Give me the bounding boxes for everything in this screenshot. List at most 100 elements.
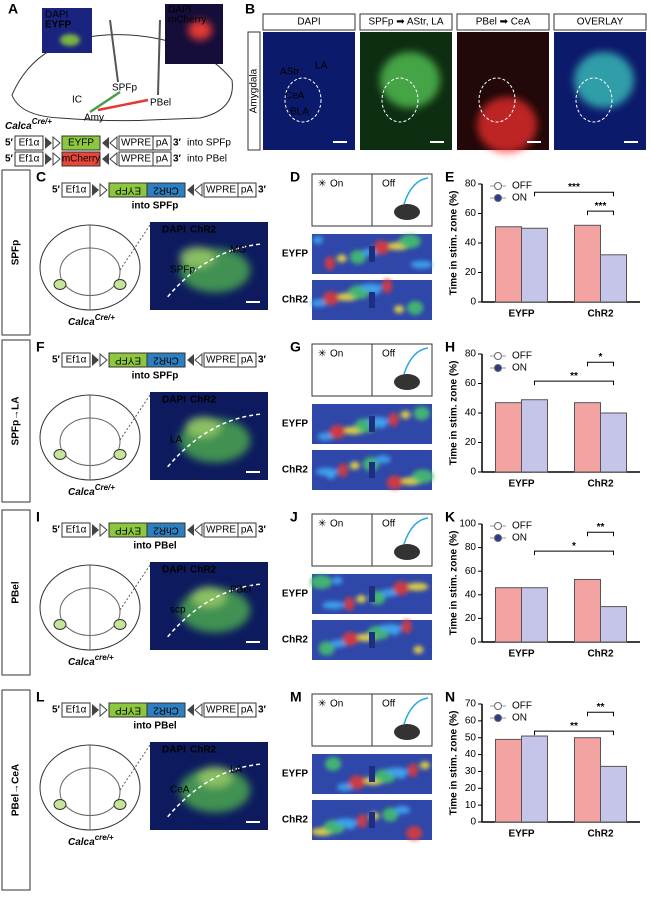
heatmap-blobs xyxy=(313,234,433,271)
heat-blob xyxy=(349,461,360,470)
loxp xyxy=(92,524,99,536)
lox2272 xyxy=(194,702,203,718)
lox2272 xyxy=(194,352,203,368)
legend-marker xyxy=(494,702,502,710)
gene-box xyxy=(146,702,186,718)
heat-blob xyxy=(382,279,393,293)
loxp xyxy=(45,153,52,165)
legend-label: OFF xyxy=(512,701,532,712)
wpre: WPRE xyxy=(206,185,236,196)
optic-fiber xyxy=(403,517,429,545)
legend-marker xyxy=(494,352,502,360)
bar xyxy=(600,412,627,473)
heat-divider xyxy=(369,632,375,648)
mouse-name: Calca xyxy=(68,657,95,668)
heat-blob xyxy=(318,641,335,656)
group-label: EYFP xyxy=(282,419,308,430)
zone-label: On xyxy=(330,179,343,190)
significance-label: ** xyxy=(570,721,578,732)
zoom-line xyxy=(119,394,151,441)
region-outline xyxy=(575,77,613,123)
y-tick-label: 40 xyxy=(465,238,477,249)
panel-letter: I xyxy=(36,509,40,525)
region: AStr xyxy=(280,67,300,78)
mouse-icon xyxy=(394,374,420,390)
target: into SPFp xyxy=(132,201,179,212)
construct-end: 5′ xyxy=(52,355,61,366)
target xyxy=(53,279,67,290)
gene-box xyxy=(61,151,101,167)
panel-letter: J xyxy=(290,509,298,525)
loxp xyxy=(92,184,99,196)
bar xyxy=(521,227,548,303)
target: into PBel xyxy=(133,721,177,732)
heat-blob xyxy=(393,581,410,596)
region: scp xyxy=(170,605,186,616)
y-tick-label: 0 xyxy=(470,297,476,308)
significance-label: *** xyxy=(595,201,607,212)
heat-blob xyxy=(379,623,402,632)
heat-blob xyxy=(336,254,347,263)
group-label: ChR2 xyxy=(282,815,309,826)
lox2272 xyxy=(109,151,118,167)
mouse-line: CalcaCre/+ xyxy=(68,483,115,498)
construct-end: 5′ xyxy=(5,138,14,149)
y-tick-label: 100 xyxy=(459,519,476,530)
region: LA xyxy=(170,435,183,446)
group-label: EYFP xyxy=(282,769,308,780)
target: into PBel xyxy=(133,541,177,552)
construct-end: 3′ xyxy=(173,138,182,149)
significance-label: *** xyxy=(568,182,580,193)
x-tick-label: EYFP xyxy=(508,479,534,490)
bar xyxy=(574,224,601,303)
panel-letter: N xyxy=(445,689,455,705)
significance-label: ** xyxy=(570,371,578,382)
lox2272 xyxy=(99,702,108,718)
wpre: WPRE xyxy=(121,138,151,149)
lox2272 xyxy=(99,182,108,198)
pa-box xyxy=(152,135,172,151)
light-icon: ✳ xyxy=(318,699,326,710)
heat-blob xyxy=(413,406,430,421)
pa: pA xyxy=(156,154,169,165)
heat-blob xyxy=(413,645,424,654)
loxp xyxy=(92,704,99,716)
heat-blob xyxy=(311,299,328,308)
y-tick-label: 60 xyxy=(465,378,477,389)
pa: pA xyxy=(241,705,254,716)
wpre: WPRE xyxy=(206,705,236,716)
wpre: WPRE xyxy=(206,525,236,536)
significance-bracket xyxy=(534,191,614,197)
mouse-genotype: cre/+ xyxy=(95,653,114,662)
mouse-genotype: Cre/+ xyxy=(95,483,116,492)
stain: ChR2 xyxy=(190,565,217,576)
loxp xyxy=(187,704,194,716)
column-header: PBel ➡ CeA xyxy=(476,17,531,28)
pa: pA xyxy=(156,138,169,149)
heatmap-blobs xyxy=(318,619,424,656)
heat-blob xyxy=(332,576,343,585)
target xyxy=(113,449,127,460)
bar xyxy=(521,587,548,643)
heat-divider xyxy=(369,766,375,782)
y-tick-label: 0 xyxy=(470,817,476,828)
mouse-line: Calcacre/+ xyxy=(68,833,114,848)
target: into PBel xyxy=(187,154,227,165)
heat-blob xyxy=(406,826,423,841)
panel-letter: C xyxy=(36,169,46,185)
mouse-icon xyxy=(394,204,420,220)
panel-letter: D xyxy=(290,169,300,185)
heat-blob xyxy=(407,300,424,315)
heat-divider xyxy=(369,586,375,602)
construct-end: 3′ xyxy=(258,525,267,536)
side-label: Amygdala xyxy=(249,68,260,113)
y-tick-label: 40 xyxy=(465,589,477,600)
panel-letter: F xyxy=(36,339,45,355)
gene: EYFP xyxy=(115,184,141,195)
legend-label: ON xyxy=(512,363,527,374)
micrograph-signal xyxy=(574,52,634,108)
stain: DAPI xyxy=(162,745,186,756)
light-icon: ✳ xyxy=(318,349,326,360)
gene: EYFP xyxy=(115,354,141,365)
